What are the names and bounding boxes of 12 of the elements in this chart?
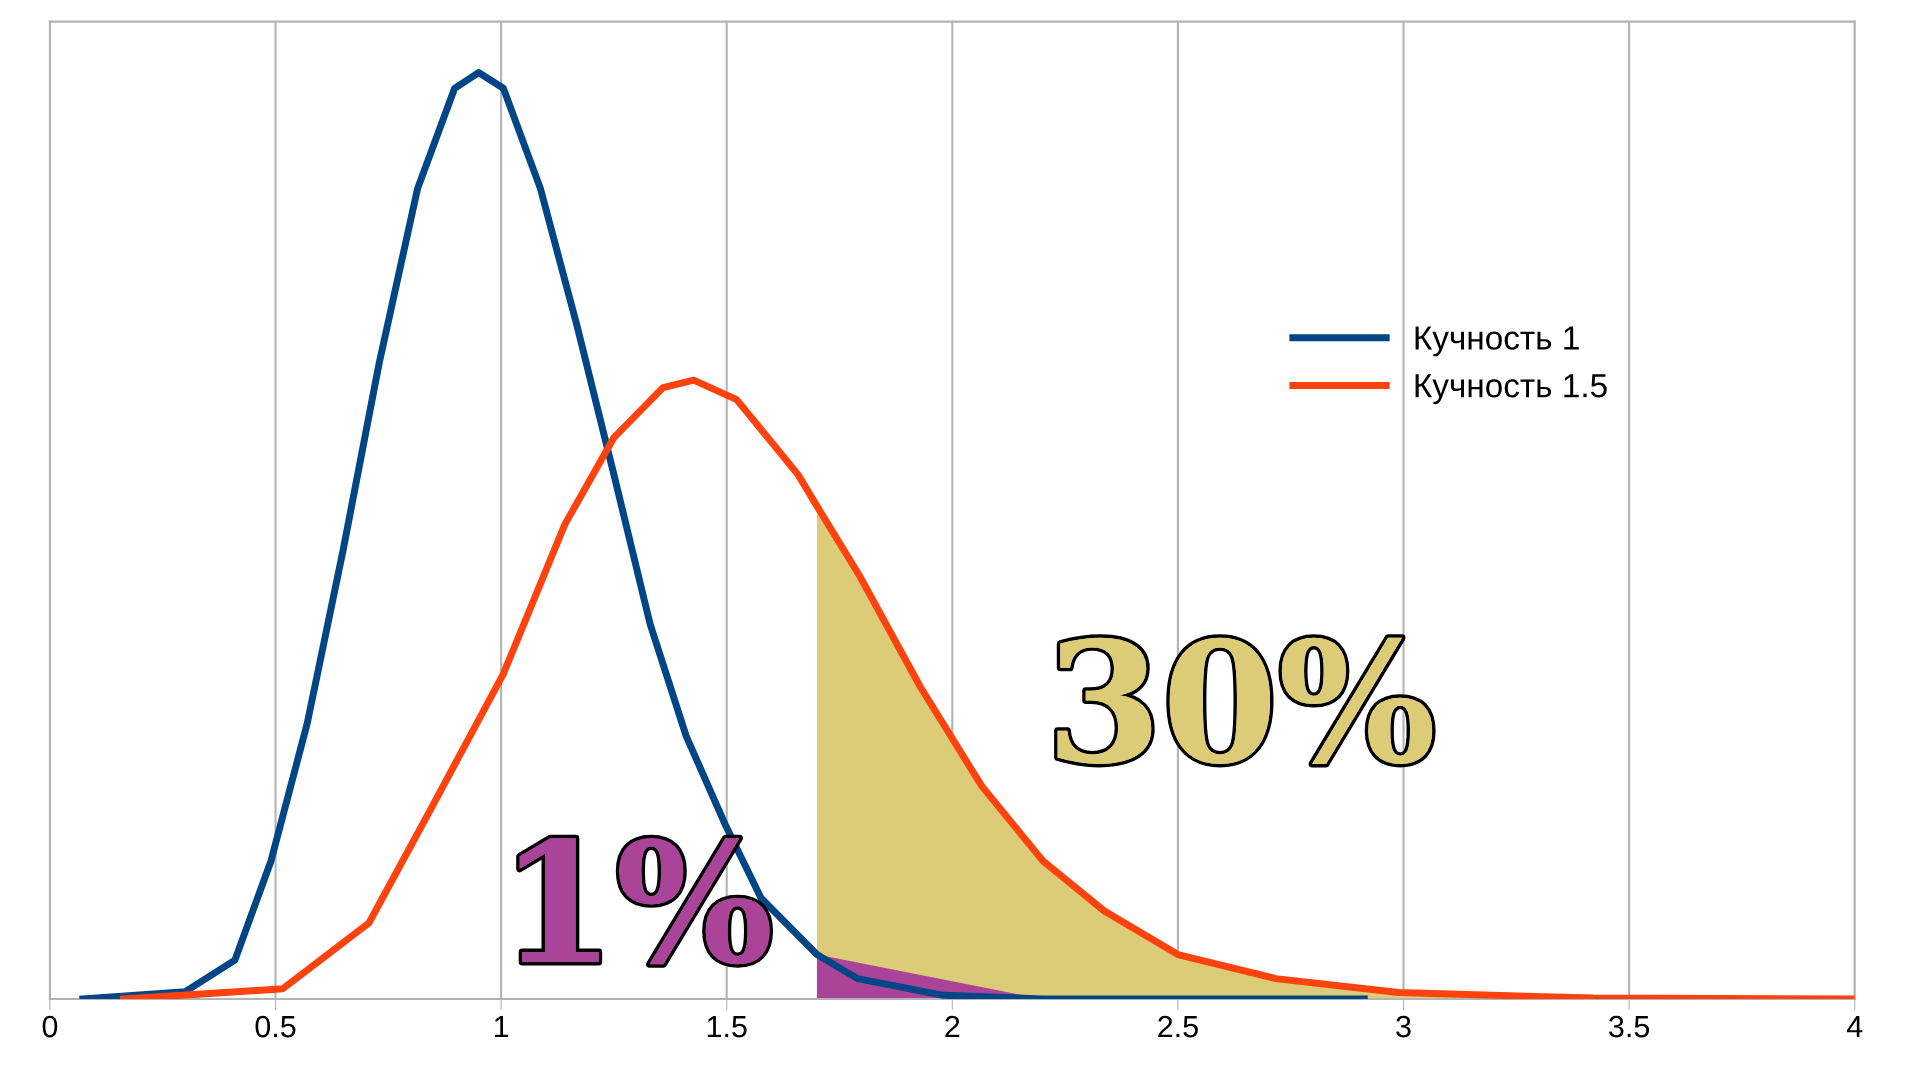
legend-label: Кучность 1.5 [1415, 374, 1607, 405]
x-tick-label: 3 [1396, 1015, 1411, 1038]
x-tick-label: 2.5 [1158, 1015, 1198, 1038]
x-tick-label: 0 [42, 1015, 58, 1038]
annotation: 1% [519, 838, 770, 965]
x-tick-label: 4 [1846, 1016, 1863, 1038]
x-tick-label: 1 [494, 1016, 509, 1038]
x-tick-label: 3.5 [1609, 1015, 1650, 1038]
legend-label: Кучность 1 [1415, 326, 1579, 357]
x-tick-label: 2 [945, 1015, 960, 1038]
x-tick-label: 1.5 [707, 1016, 747, 1038]
x-tick-label: 0.5 [255, 1015, 296, 1038]
